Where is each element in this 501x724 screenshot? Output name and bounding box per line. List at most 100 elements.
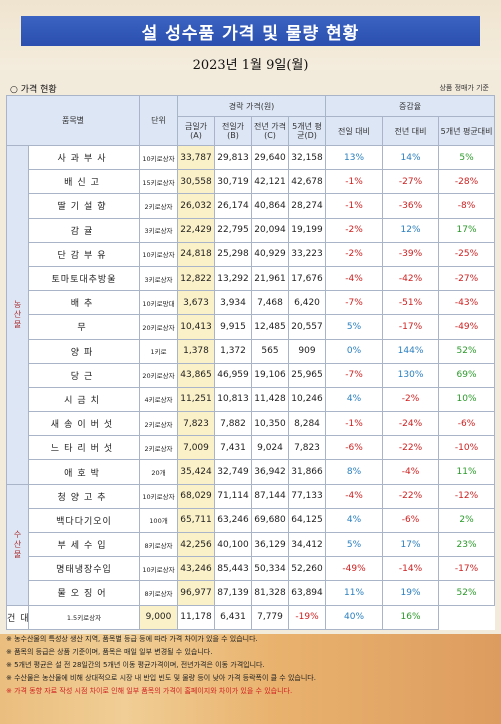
table-row: 수 산 물 청양고추 10키로상자 68,029 71,114 87,144 77,133-…	[6, 483, 496, 606]
price-last-year: 81,328	[251, 580, 289, 606]
item-name: 물오징어	[28, 580, 140, 606]
table-row: 건대멸치1.5키로상자9,00011,1786,4317,779-19%40%1…	[6, 604, 495, 630]
price-avg5: 31,866	[287, 459, 327, 485]
header-price-group: 경락 가격(원)	[176, 95, 327, 117]
change-vs-avg5: 2%	[438, 507, 496, 534]
table-row: 토마토대추방울 3키로상자 12,822 13,292 21,961 17,676 -4% -…	[7, 265, 496, 292]
change-vs-year: -6%	[382, 507, 440, 534]
change-vs-avg5: 10%	[438, 386, 496, 413]
item-name: 청양고추	[28, 483, 140, 509]
footnote: ※ 가격 동향 자료 작성 시점 차이로 인해 일부 품목의 가격이 홈페이지와…	[6, 687, 293, 695]
item-name: 배신고	[28, 169, 140, 195]
unit: 10키로상자	[139, 483, 178, 509]
table-row: 단감부유 10키로상자 24,818 25,298 40,929 33,223 -2% -39…	[7, 241, 496, 267]
footer-background	[0, 634, 501, 724]
table-row: 시금치 4키로상자 11,251 10,813 11,428 10,246 4% -2% 10%	[7, 386, 496, 413]
table-row: 딸기설향 2키로상자 26,032 26,174 40,864 28,274 -1% -36%…	[7, 193, 496, 219]
price-last-year: 87,144	[251, 483, 289, 509]
item-name: 단감부유	[28, 241, 140, 267]
price-prev-day: 13,292	[214, 265, 252, 292]
change-vs-year: -4%	[382, 459, 440, 485]
table-row: 배신고 15키로상자 30,558 30,719 42,121 42,678 -1% -27%…	[7, 169, 496, 195]
price-prev-day: 10,813	[214, 386, 252, 413]
change-vs-avg5: -8%	[438, 193, 496, 219]
price-today: 68,029	[177, 483, 215, 509]
item-name: 토마토대추방울	[28, 265, 140, 292]
price-avg5: 909	[287, 338, 327, 364]
unit: 2키로상자	[139, 411, 178, 437]
header-avg5: 5개년 평균(D)	[287, 116, 327, 146]
unit: 1.5키로상자	[28, 604, 140, 630]
price-avg5: 28,274	[287, 193, 327, 219]
unit: 4키로상자	[139, 386, 178, 413]
price-prev-day: 32,749	[214, 459, 252, 485]
price-prev-day: 3,934	[214, 290, 252, 316]
section-label: ○ 가격 현황	[10, 85, 57, 95]
item-name: 시금치	[28, 386, 140, 413]
price-prev-day: 29,813	[214, 144, 252, 171]
unit: 3키로상자	[139, 265, 178, 292]
unit: 20키로상자	[139, 362, 178, 388]
category-label: 농 산 물	[6, 145, 29, 485]
price-avg5: 8,284	[287, 411, 327, 437]
price-today: 10,413	[177, 314, 215, 340]
header-vs-prev: 전일 대비	[325, 116, 384, 146]
change-vs-avg5: 52%	[438, 580, 496, 606]
price-last-year: 50,334	[251, 556, 289, 582]
price-prev-day: 9,915	[214, 314, 252, 340]
price-today: 43,246	[177, 556, 215, 582]
price-last-year: 6,431	[214, 604, 252, 630]
change-vs-prev: -49%	[325, 556, 384, 582]
price-today: 26,032	[177, 193, 215, 219]
change-vs-year: -36%	[382, 193, 440, 219]
price-today: 1,378	[177, 338, 215, 364]
price-last-year: 11,428	[251, 386, 289, 413]
change-vs-year: 12%	[382, 217, 440, 243]
change-vs-avg5: -17%	[438, 556, 496, 582]
change-vs-prev: -19%	[287, 604, 327, 630]
change-vs-avg5: -43%	[438, 290, 496, 316]
header-unit: 단위	[139, 95, 178, 146]
price-table: 품목별 단위 경락 가격(원) 증감율 금일가 (A) 전일가 (B) 전년 가…	[6, 95, 496, 630]
price-avg5: 20,557	[287, 314, 327, 340]
basis-note: 상품 정매가 기준	[439, 84, 489, 92]
item-name: 건대멸치	[6, 604, 29, 630]
change-vs-prev: -1%	[325, 411, 384, 437]
price-prev-day: 22,795	[214, 217, 252, 243]
price-prev-day: 40,100	[214, 531, 252, 558]
table-body: 농 산 물 사과부사 10키로상자 33,787 29,813 29,640 32,158 1…	[6, 144, 496, 630]
change-vs-year: -14%	[382, 556, 440, 582]
change-vs-avg5: 11%	[438, 459, 496, 485]
price-last-year: 40,864	[251, 193, 289, 219]
price-avg5: 7,823	[287, 435, 327, 461]
price-today: 7,009	[177, 435, 215, 461]
table-row: 새송이버섯 2키로상자 7,823 7,882 10,350 8,284 -1% -24% -6…	[7, 411, 496, 437]
table-row: 양파 1키로 1,378 1,372 565 909 0% 144% 52%	[7, 338, 496, 364]
price-last-year: 36,129	[251, 531, 289, 558]
price-today: 96,977	[177, 580, 215, 606]
change-vs-prev: 5%	[325, 531, 384, 558]
price-prev-day: 46,959	[214, 362, 252, 388]
header-change-group: 증감율	[325, 95, 496, 117]
header-today: 금일가 (A)	[177, 116, 215, 146]
change-vs-prev: -4%	[325, 265, 384, 292]
price-avg5: 63,894	[287, 580, 327, 606]
price-last-year: 20,094	[251, 217, 289, 243]
price-avg5: 42,678	[287, 169, 327, 195]
footnote: ※ 농수산물의 특성상 생산 지역, 품목별 등급 등에 따라 가격 차이가 있…	[6, 635, 258, 643]
change-vs-avg5: -12%	[438, 483, 496, 509]
price-today: 35,424	[177, 459, 215, 485]
price-today: 9,000	[139, 604, 178, 630]
unit: 10키로망대	[139, 290, 178, 316]
header-vs-year: 전년 대비	[382, 116, 440, 146]
price-prev-day: 11,178	[177, 604, 215, 630]
change-vs-prev: -2%	[325, 217, 384, 243]
page-title: 설 성수품 가격 및 물량 현황	[21, 16, 480, 46]
price-today: 12,822	[177, 265, 215, 292]
price-last-year: 19,106	[251, 362, 289, 388]
unit: 20키로상자	[139, 314, 178, 340]
change-vs-year: -39%	[382, 241, 440, 267]
price-prev-day: 7,882	[214, 411, 252, 437]
price-today: 42,256	[177, 531, 215, 558]
table-row: 느타리버섯 2키로상자 7,009 7,431 9,024 7,823 -6% -22% -10…	[7, 435, 496, 461]
